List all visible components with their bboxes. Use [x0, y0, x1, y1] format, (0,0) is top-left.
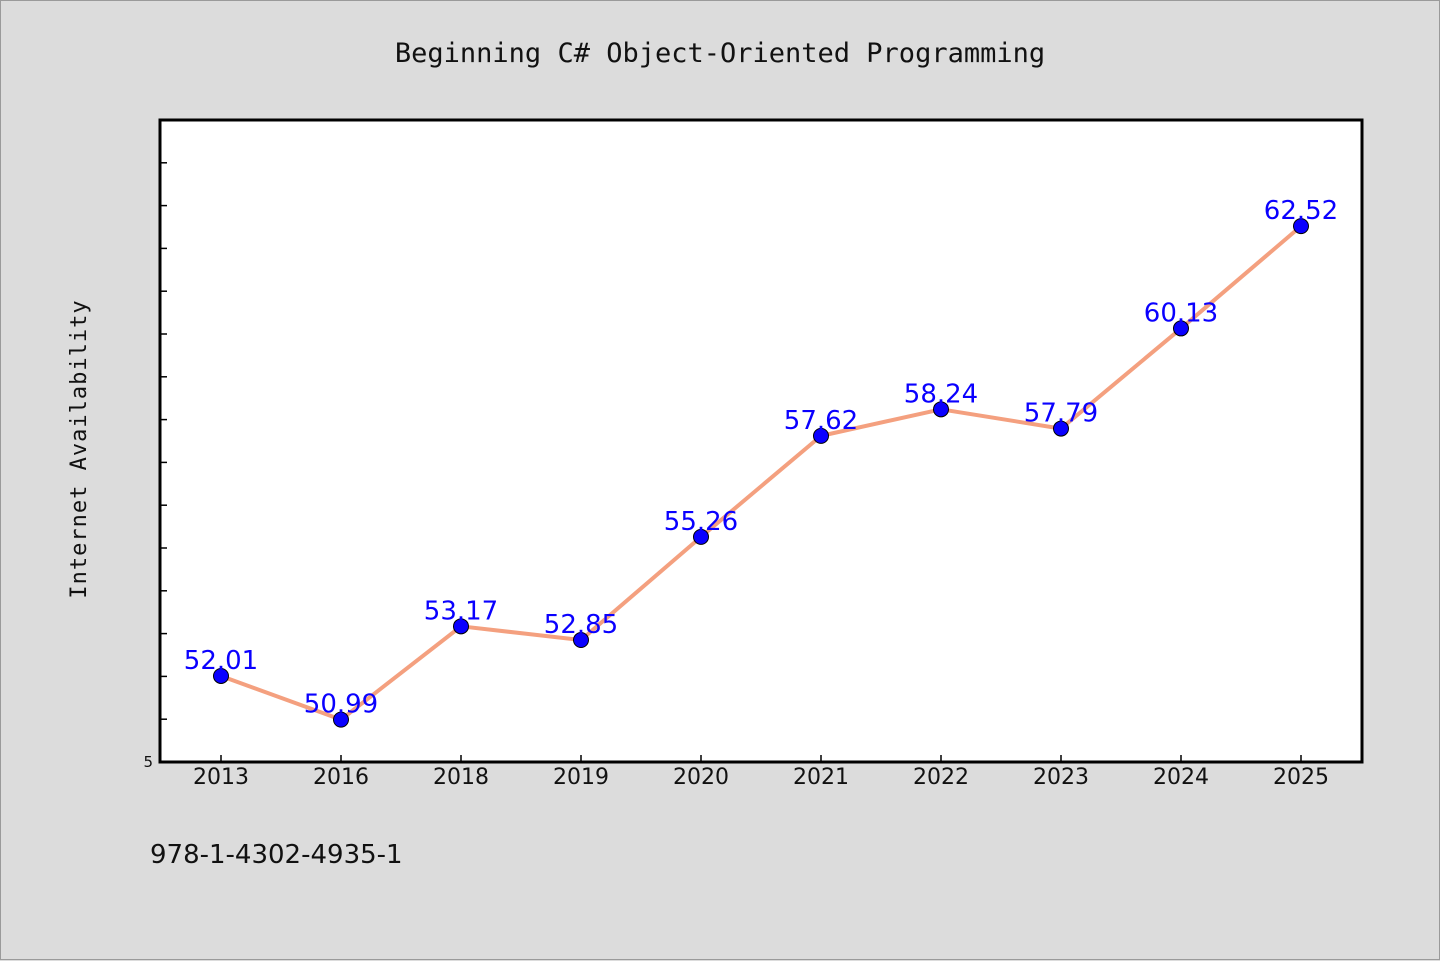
y-axis-ticks	[160, 162, 167, 720]
chart-title: Beginning C# Object-Oriented Programming	[395, 38, 1045, 69]
x-tick-label: 2020	[673, 765, 729, 790]
data-point	[213, 667, 229, 684]
data-label: 57.79	[1024, 399, 1098, 429]
y-axis-label: Internet Availability	[67, 299, 92, 598]
data-label: 62.52	[1264, 196, 1338, 226]
x-tick-label: 2025	[1273, 765, 1329, 790]
data-point	[1293, 218, 1309, 235]
data-point	[1053, 420, 1069, 437]
x-tick-label: 2019	[553, 765, 609, 790]
isbn-footer: 978-1-4302-4935-1	[150, 840, 403, 870]
data-point	[1173, 320, 1189, 337]
x-tick-label: 2013	[193, 765, 249, 790]
data-point	[333, 711, 349, 728]
data-label: 58.24	[904, 379, 978, 409]
data-point	[813, 427, 829, 444]
x-axis-ticks: 2013 2016 2018 2019 2020 2021 2022 2023 2024 2025	[193, 755, 1329, 790]
data-label: 53.17	[424, 596, 498, 626]
data-point	[573, 632, 589, 649]
x-tick-label: 2022	[913, 765, 969, 790]
data-label: 55.26	[664, 507, 738, 537]
data-label: 52.01	[184, 646, 258, 676]
data-points	[213, 218, 1309, 728]
data-labels: 52.01 50.99 53.17 52.85 55.26 57.62 58.24 57.79…	[184, 196, 1338, 719]
data-point	[933, 401, 949, 418]
data-label: 52.85	[544, 610, 618, 640]
x-tick-label: 2016	[313, 765, 369, 790]
plot-area	[158, 118, 1364, 764]
x-tick-label: 2023	[1033, 765, 1089, 790]
x-tick-label: 2024	[1153, 765, 1209, 790]
series-line	[220, 224, 1303, 722]
x-tick-label: 2018	[433, 765, 489, 790]
data-point	[693, 528, 709, 545]
data-label: 57.62	[784, 406, 858, 436]
x-tick-label: 2021	[793, 765, 849, 790]
data-label: 60.13	[1144, 298, 1218, 328]
data-point	[453, 618, 469, 635]
y-tick-label: 5	[143, 753, 153, 771]
data-label: 50.99	[304, 690, 378, 720]
